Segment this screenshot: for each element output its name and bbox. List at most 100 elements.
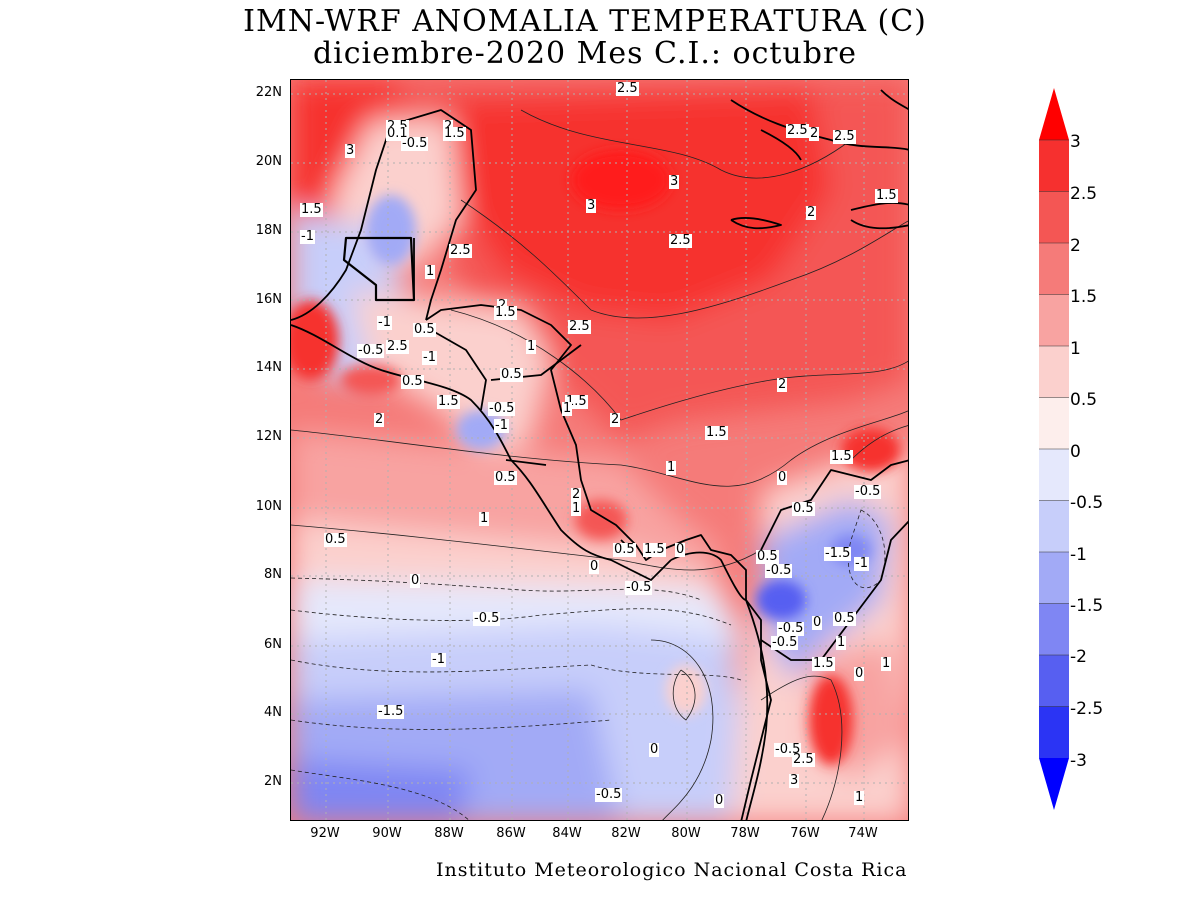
contour-label: 1.5: [300, 202, 323, 217]
contour-label: -0.5: [625, 580, 653, 595]
longitude-label-90w: 90W: [372, 826, 402, 841]
contour-label: -0.5: [771, 635, 799, 650]
colorbar-segment: [1039, 449, 1069, 501]
contour-label: 1.5: [812, 656, 835, 671]
colorbar-label-1: 1: [1070, 339, 1081, 359]
contour-label: -1.5: [824, 546, 852, 561]
contour-label: 0.5: [756, 549, 779, 564]
contour-label: 2: [374, 412, 385, 427]
contour-label: 3: [789, 773, 800, 788]
colorbar-label-0: 0: [1070, 442, 1081, 462]
contour-label: 1: [562, 401, 573, 416]
colorbar-label-minus-2: -2: [1070, 647, 1087, 667]
latitude-label-2n: 2N: [264, 774, 282, 789]
latitude-label-14n: 14N: [255, 360, 282, 375]
colorbar-segment: [1039, 706, 1069, 759]
latitude-label-4n: 4N: [264, 705, 282, 720]
contour-label: -0.5: [595, 787, 623, 802]
contour-label: 0.5: [494, 470, 517, 485]
longitude-label-92w: 92W: [310, 826, 340, 841]
contour-label: 1.5: [830, 449, 853, 464]
contour-label: 2.5: [833, 129, 856, 144]
colorbar-label-minus-1-5: -1.5: [1070, 596, 1104, 616]
contour-label: 0.5: [613, 542, 636, 557]
contour-label: 2.5: [616, 81, 639, 96]
contour-label: 0: [812, 615, 823, 630]
contour-label: 1.5: [437, 394, 460, 409]
contour-label: 2: [809, 126, 820, 141]
colorbar-label-2: 2: [1070, 236, 1081, 256]
longitude-label-82w: 82W: [611, 826, 641, 841]
contour-label: -0.5: [473, 611, 501, 626]
colorbar-segment: [1039, 191, 1069, 244]
contour-label: 2: [777, 377, 788, 392]
map-title-line-2: diciembre-2020 Mes C.I.: octubre: [312, 36, 858, 71]
contour-label: 0: [410, 573, 421, 588]
temperature-anomaly-field: [291, 80, 908, 820]
contour-label: 1: [571, 501, 582, 516]
contour-label: 2: [571, 487, 582, 502]
contour-label: 0.5: [833, 611, 856, 626]
colorbar-label-3: 3: [1070, 132, 1081, 152]
latitude-label-16n: 16N: [255, 292, 282, 307]
colorbar-label-minus-1: -1: [1070, 545, 1087, 565]
colorbar-segment: [1039, 655, 1069, 707]
graticule: [291, 80, 908, 820]
contour-label: 1.5: [443, 126, 466, 141]
colorbar-bottom-arrow: [1039, 758, 1069, 810]
contour-label: -1: [854, 556, 869, 571]
colorbar-top-arrow: [1039, 88, 1069, 140]
contour-label: 1.5: [494, 305, 517, 320]
contour-label: 1: [425, 264, 436, 279]
colorbar-segment: [1039, 140, 1069, 192]
contour-label: 0: [675, 542, 686, 557]
contour-label: 1: [881, 656, 892, 671]
contour-label: -1.5: [377, 704, 405, 719]
longitude-label-88w: 88W: [434, 826, 464, 841]
longitude-label-86w: 86W: [496, 826, 526, 841]
footer-credit: Instituto Meteorologico Nacional Costa R…: [436, 859, 908, 881]
contour-label: 1.5: [643, 542, 666, 557]
contour-label: 2.5: [386, 339, 409, 354]
contour-label: 2.5: [449, 243, 472, 258]
latitude-label-20n: 20N: [255, 154, 282, 169]
contour-label: 3: [586, 198, 597, 213]
contour-label: 0: [589, 559, 600, 574]
contour-label: -1: [300, 229, 315, 244]
colorbar-label-minus-0-5: -0.5: [1070, 493, 1104, 513]
latitude-label-6n: 6N: [264, 637, 282, 652]
contour-label: -1: [377, 315, 392, 330]
contour-label: -0.5: [357, 343, 385, 358]
anomaly-map: [290, 79, 909, 821]
contour-label: 2: [806, 205, 817, 220]
contour-label: 0: [777, 470, 788, 485]
colorbar-segment: [1039, 243, 1069, 295]
contour-label: 1.5: [705, 425, 728, 440]
contour-label: 2.5: [568, 319, 591, 334]
longitude-label-74w: 74W: [848, 826, 878, 841]
contour-label: -0.5: [488, 401, 516, 416]
colorbar-segment: [1039, 346, 1069, 398]
contour-label: 1.5: [875, 188, 898, 203]
contour-label: 0.5: [324, 532, 347, 547]
colorbar-label-2-5: 2.5: [1070, 184, 1098, 204]
contour-label: 0.5: [500, 367, 523, 382]
colorbar-label-1-5: 1.5: [1070, 287, 1098, 307]
contour-lines: [291, 109, 908, 820]
contour-label: -1: [431, 652, 446, 667]
contour-label: -1: [494, 418, 509, 433]
latitude-label-22n: 22N: [255, 85, 282, 100]
contour-label: 1: [666, 460, 677, 475]
colorbar-segment: [1039, 500, 1069, 553]
contour-label: 0.5: [792, 501, 815, 516]
colorbar: [1039, 88, 1069, 810]
contour-label: 2.5: [669, 233, 692, 248]
contour-label: 2.5: [792, 752, 815, 767]
longitude-label-84w: 84W: [552, 826, 582, 841]
contour-label: 0: [649, 742, 660, 757]
colorbar-label-minus-3: -3: [1070, 751, 1087, 771]
longitude-label-78w: 78W: [730, 826, 760, 841]
colorbar-label-minus-2-5: -2.5: [1070, 699, 1104, 719]
contour-label: 1: [526, 339, 537, 354]
contour-label: 1: [836, 635, 847, 650]
